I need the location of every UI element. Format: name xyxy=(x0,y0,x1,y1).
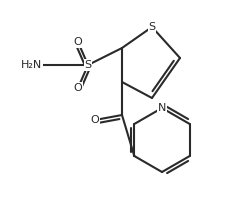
Text: O: O xyxy=(91,115,99,125)
Text: H₂N: H₂N xyxy=(21,60,42,70)
Text: N: N xyxy=(158,103,166,113)
Text: S: S xyxy=(148,22,156,32)
Text: O: O xyxy=(74,83,82,93)
Text: S: S xyxy=(84,60,92,70)
Text: O: O xyxy=(74,37,82,47)
